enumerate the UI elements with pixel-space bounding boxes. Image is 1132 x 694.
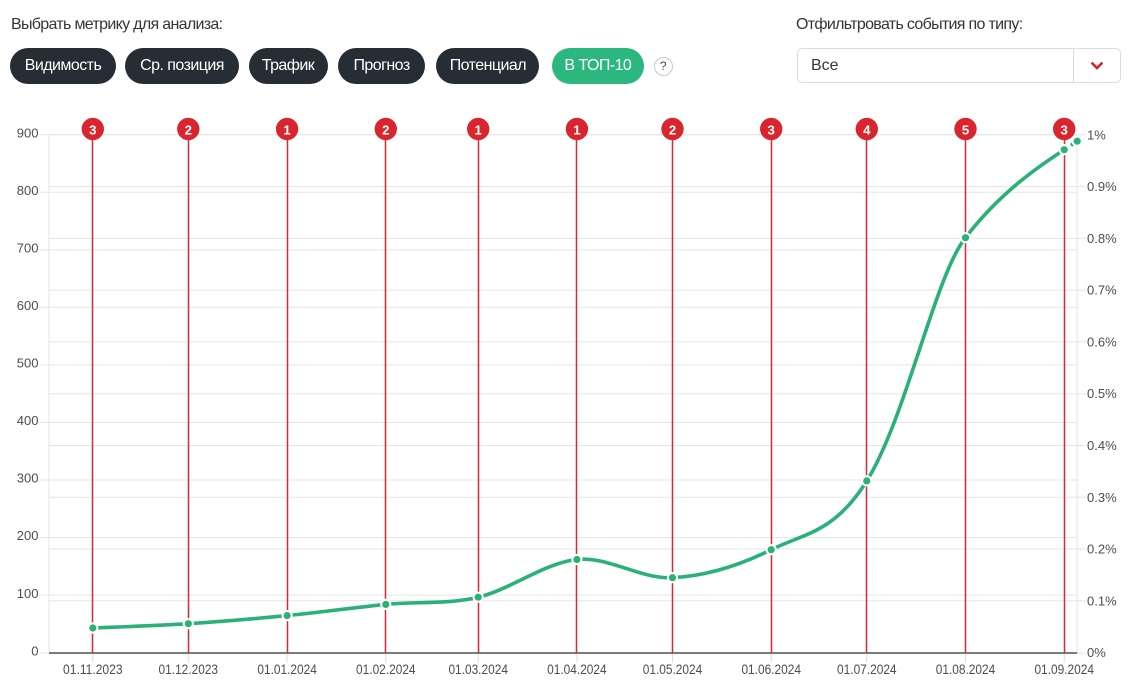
svg-text:800: 800 — [17, 183, 39, 198]
svg-text:900: 900 — [17, 126, 39, 141]
svg-text:1: 1 — [573, 123, 580, 138]
svg-text:01.09.2024: 01.09.2024 — [1034, 662, 1094, 677]
svg-text:100: 100 — [17, 586, 39, 601]
svg-text:0.8%: 0.8% — [1087, 231, 1117, 246]
svg-text:01.11.2023: 01.11.2023 — [63, 662, 123, 677]
svg-text:01.12.2023: 01.12.2023 — [159, 662, 219, 677]
svg-text:3: 3 — [1061, 123, 1068, 138]
svg-text:0.1%: 0.1% — [1087, 593, 1117, 608]
svg-text:2: 2 — [669, 123, 676, 138]
svg-text:01.07.2024: 01.07.2024 — [837, 662, 897, 677]
svg-text:1: 1 — [475, 123, 482, 138]
svg-text:01.05.2024: 01.05.2024 — [643, 662, 703, 677]
svg-text:200: 200 — [17, 528, 39, 543]
svg-text:01.03.2024: 01.03.2024 — [448, 662, 508, 677]
svg-text:01.01.2024: 01.01.2024 — [257, 662, 317, 677]
svg-text:500: 500 — [17, 356, 39, 371]
svg-text:2: 2 — [382, 123, 389, 138]
svg-text:0.6%: 0.6% — [1087, 334, 1117, 349]
svg-text:0.7%: 0.7% — [1087, 283, 1117, 298]
svg-text:01.08.2024: 01.08.2024 — [936, 662, 996, 677]
svg-text:0%: 0% — [1087, 645, 1106, 660]
svg-text:0.3%: 0.3% — [1087, 490, 1117, 505]
svg-text:1: 1 — [283, 123, 290, 138]
svg-text:01.02.2024: 01.02.2024 — [356, 662, 416, 677]
svg-text:600: 600 — [17, 298, 39, 313]
svg-text:1%: 1% — [1087, 127, 1106, 142]
svg-text:0: 0 — [31, 643, 38, 658]
svg-text:400: 400 — [17, 413, 39, 428]
svg-text:700: 700 — [17, 241, 39, 256]
svg-text:0.9%: 0.9% — [1087, 179, 1117, 194]
svg-text:0.5%: 0.5% — [1087, 386, 1117, 401]
svg-text:01.06.2024: 01.06.2024 — [741, 662, 801, 677]
svg-text:0.4%: 0.4% — [1087, 438, 1117, 453]
svg-text:5: 5 — [962, 123, 969, 138]
svg-text:01.04.2024: 01.04.2024 — [547, 662, 607, 677]
svg-text:2: 2 — [185, 123, 192, 138]
svg-text:3: 3 — [768, 123, 775, 138]
svg-text:0.2%: 0.2% — [1087, 542, 1117, 557]
svg-text:3: 3 — [89, 123, 96, 138]
svg-text:300: 300 — [17, 471, 39, 486]
svg-text:4: 4 — [863, 123, 871, 138]
